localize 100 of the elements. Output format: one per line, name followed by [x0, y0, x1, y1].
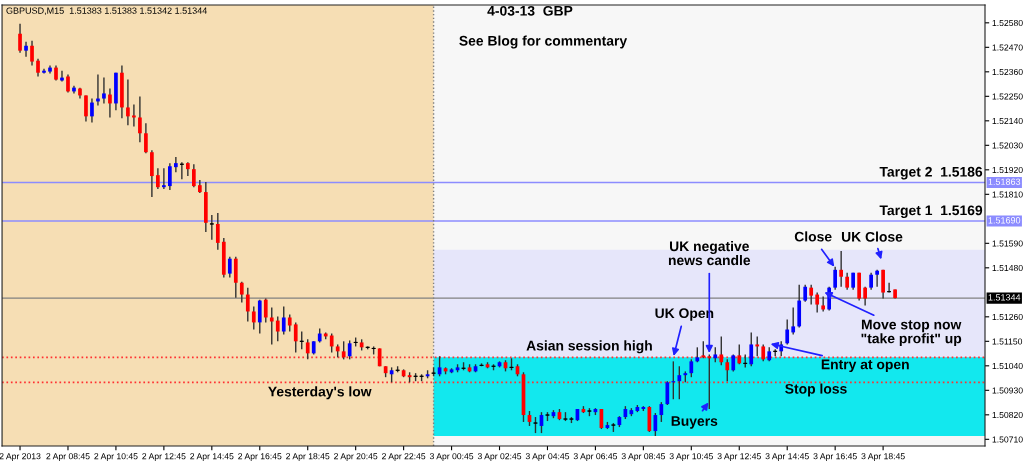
y-tick-label: 1.51920 [992, 166, 1023, 174]
x-tick-label: 2 Apr 2013 [0, 453, 41, 461]
candlestick [659, 401, 664, 423]
x-tick-label: 2 Apr 18:45 [286, 453, 330, 461]
candlestick [275, 315, 280, 343]
candlestick [809, 284, 814, 306]
x-tick-label: 2 Apr 22:45 [382, 453, 426, 461]
annotation: Yesterday's low [268, 386, 372, 400]
candlestick [293, 321, 298, 354]
annotation: Move stop now "take profit" up [861, 319, 962, 347]
candlestick [84, 94, 88, 123]
ref-line-label: 1.51690 [988, 217, 1021, 224]
candlestick [269, 306, 274, 346]
y-tick-label: 1.52140 [992, 117, 1023, 125]
annotation: UK negative news candle [668, 240, 751, 266]
candlestick [719, 335, 724, 367]
candlestick [156, 167, 160, 190]
x-tick-label: 3 Apr 12:45 [717, 453, 761, 461]
x-tick-label: 3 Apr 08:45 [621, 453, 666, 461]
x-tick-label: 2 Apr 16:45 [238, 453, 282, 461]
y-tick-label: 1.51810 [992, 191, 1023, 198]
y-tick-label: 1.51480 [992, 264, 1023, 272]
x-tick-label: 3 Apr 18:45 [861, 453, 905, 461]
candlestick [707, 353, 712, 410]
candlestick [677, 365, 682, 400]
candlestick [863, 286, 867, 307]
y-tick-label: 1.52360 [992, 68, 1023, 76]
annotation: Entry at open [821, 359, 909, 373]
candlestick [347, 339, 352, 361]
x-tick-label: 3 Apr 10:45 [669, 453, 713, 461]
candlestick [227, 255, 232, 279]
y-tick-label: 1.51040 [992, 362, 1023, 370]
annotation: See Blog for commentary [459, 35, 628, 49]
candlestick [257, 298, 262, 335]
x-tick-label: 3 Apr 02:45 [477, 453, 522, 461]
candlestick [209, 214, 215, 241]
candlestick [785, 318, 790, 346]
candlestick [815, 291, 820, 314]
candlestick [665, 380, 670, 406]
x-tick-label: 3 Apr 14:45 [765, 453, 809, 461]
candlestick [833, 266, 838, 291]
y-tick-label: 1.52580 [992, 19, 1023, 27]
candlestick [749, 331, 754, 367]
annotation: UK Close [841, 231, 903, 242]
chart-title: GBPUSD,M15 1.51383 1.51383 1.51342 1.51344 [6, 7, 207, 15]
x-tick-label: 2 Apr 20:45 [334, 453, 378, 461]
ref-line-label: 1.51344 [988, 294, 1021, 301]
candlestick [305, 338, 310, 361]
candlestick [251, 305, 256, 331]
annotation: Close [794, 231, 832, 242]
candlestick [138, 95, 142, 143]
candlestick [839, 250, 844, 288]
annotation: Target 2 1.5186 [879, 166, 983, 180]
annotation: 4-03-13 GBP [487, 5, 573, 16]
y-tick-label: 1.51590 [992, 240, 1023, 247]
candlestick [329, 332, 334, 354]
candlestick [18, 23, 22, 54]
candlestick [126, 78, 130, 126]
ref-line-label: 1.51863 [988, 178, 1021, 185]
candlestick [30, 39, 34, 67]
x-tick-label: 3 Apr 04:45 [525, 453, 570, 461]
annotation: Stop loss [785, 383, 847, 397]
candlestick [755, 335, 760, 357]
x-tick-label: 2 Apr 10:45 [94, 453, 138, 461]
candlestick [671, 360, 676, 400]
y-tick-label: 1.51260 [992, 313, 1023, 321]
candlestick [341, 340, 346, 361]
candlestick [881, 269, 885, 300]
candlestick [791, 306, 796, 336]
candlestick [102, 76, 106, 105]
candlestick [108, 87, 112, 119]
x-tick-label: 3 Apr 06:45 [573, 453, 618, 461]
annotation: Asian session high [526, 340, 652, 354]
candlestick [174, 156, 178, 173]
y-tick-label: 1.52030 [992, 142, 1023, 149]
candlestick [737, 343, 742, 365]
candlestick [132, 103, 136, 128]
candlestick [191, 163, 196, 188]
y-tick-label: 1.50820 [992, 411, 1023, 419]
candlestick [162, 167, 166, 190]
candlestick [263, 297, 268, 324]
candlestick [653, 412, 658, 437]
x-tick-label: 3 Apr 00:45 [429, 453, 474, 461]
y-tick-label: 1.52250 [992, 93, 1023, 100]
x-tick-label: 3 Apr 16:45 [813, 453, 857, 461]
x-tick-label: 2 Apr 14:45 [190, 453, 234, 461]
candlestick [24, 41, 28, 58]
x-tick-label: 2 Apr 12:45 [142, 453, 186, 461]
candlestick [60, 70, 64, 83]
candlestick [239, 280, 244, 304]
candlestick [150, 149, 154, 198]
candlestick [245, 286, 250, 323]
y-tick-label: 1.50710 [992, 436, 1023, 443]
candlestick [90, 97, 94, 124]
y-tick-label: 1.52470 [992, 44, 1023, 51]
candlestick [168, 162, 172, 191]
x-tick-label: 2 Apr 08:45 [46, 453, 90, 461]
candlestick [144, 122, 148, 155]
candlestick [725, 358, 730, 382]
annotation: Buyers [671, 416, 718, 429]
